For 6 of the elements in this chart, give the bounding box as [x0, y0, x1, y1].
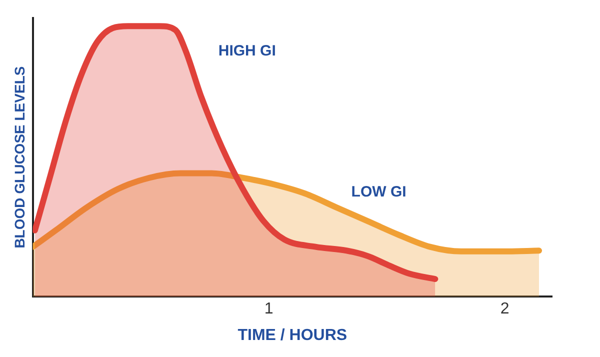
series-label: HIGH GI — [218, 42, 276, 60]
x-axis-title: TIME / HOURS — [238, 326, 348, 344]
series-label: LOW GI — [351, 183, 406, 200]
y-axis-title: BLOOD GLUCOSE LEVELS — [11, 66, 28, 248]
x-tick-label: 2 — [500, 300, 510, 318]
x-tick-label: 1 — [264, 300, 274, 318]
